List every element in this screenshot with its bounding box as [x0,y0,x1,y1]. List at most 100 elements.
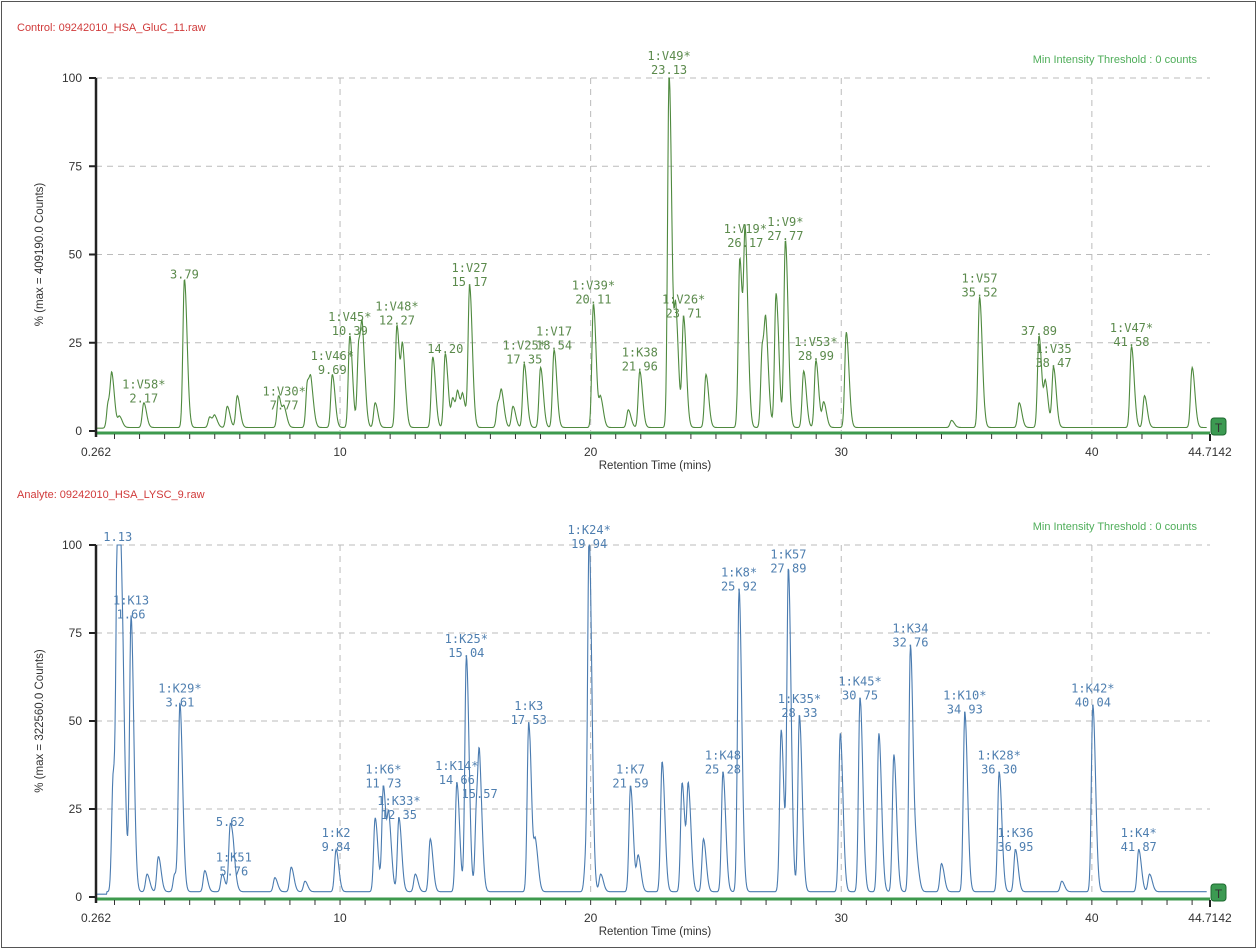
peak-rt-label: 14.66 [439,773,475,787]
chromatogram-trace [96,77,1207,429]
peak-name-label: 1:V9* [767,215,803,229]
x-tick-label: 40 [1085,445,1099,459]
peak-name-label: 1:K33* [377,794,420,808]
peak-annotation: 35.521:V57 [962,271,998,299]
peak-rt-label: 5.76 [219,864,248,878]
peak-annotation: 2.171:V58* [122,377,165,405]
peak-name-label: 1:V57 [962,271,998,285]
peak-annotation: 17.351:V25* [503,338,546,366]
x-tick-label: 30 [835,445,849,459]
x-tick-label: 20 [584,911,598,925]
peak-annotation: 40.041:K42* [1071,681,1114,709]
peak-name-label: 1:V48* [375,300,418,314]
peak-annotation: 15.57 [462,787,498,801]
y-tick-label: 100 [62,71,82,85]
peak-rt-label: 27.77 [767,229,803,243]
peak-rt-label: 40.04 [1075,695,1111,709]
peak-annotation: 25.921:K8* [721,565,757,593]
peak-rt-label: 10.39 [332,324,368,338]
peak-rt-label: 1.13 [103,530,132,544]
peak-name-label: 1:K13 [113,593,149,607]
peak-rt-label: 17.53 [511,713,547,727]
peak-name-label: 1:V53* [794,335,837,349]
peak-rt-label: 21.59 [612,776,648,790]
peak-rt-label: 12.35 [381,808,417,822]
y-axis-title: % (max = 322560.0 Counts) [34,649,46,793]
peak-rt-label: 7.77 [270,398,299,412]
analyte-chart: Analyte: 09242010_HSA_LYSC_9.raw Min Inte… [17,489,1232,938]
peak-annotation: 36.301:K28* [977,748,1020,776]
peak-name-label: 1:V30* [262,384,305,398]
y-tick-label: 100 [62,538,82,552]
peak-annotation: 1.661:K13 [113,593,149,621]
peak-rt-label: 28.33 [781,706,817,720]
peak-annotation: 27.771:V9* [767,215,803,243]
peak-name-label: 1:K45* [838,674,881,688]
peak-annotation: 10.391:V45* [328,310,371,338]
x-tick-label: 40 [1085,911,1099,925]
x-tick-label: 0.262 [81,445,111,459]
x-tick-label: 0.262 [81,911,111,925]
peak-annotation: 15.171:V27 [452,261,488,289]
peak-annotation: 19.941:K24* [567,523,610,551]
peak-rt-label: 3.61 [165,695,194,709]
x-tick-label: 10 [333,911,347,925]
peak-rt-label: 21.96 [622,360,658,374]
peak-name-label: 1:V46* [311,349,354,363]
peak-rt-label: 11.73 [365,776,401,790]
peak-name-label: 1:V19* [724,222,767,236]
peak-rt-label: 9.84 [322,840,351,854]
peak-name-label: 1:K34 [892,622,928,636]
y-tick-label: 75 [69,626,83,640]
peak-name-label: 1:K28* [977,748,1020,762]
peak-rt-label: 41.58 [1113,335,1149,349]
peak-name-label: 1:V47* [1110,321,1153,335]
peak-name-label: 1:K10* [943,688,986,702]
peak-annotation: 18.541:V17 [536,324,572,352]
peak-rt-label: 2.17 [129,391,158,405]
trace-end-marker-icon [1210,417,1227,436]
peak-annotation: 23.711:V26* [662,293,705,321]
peak-name-label: 1:K35* [778,692,821,706]
x-tick-label: 10 [333,445,347,459]
peak-name-label: 1:K8* [721,565,757,579]
peak-annotation: 9.841:K2 [322,826,351,854]
peak-rt-label: 20.11 [575,292,611,306]
y-tick-label: 25 [69,336,83,350]
peak-name-label: 1:K29* [158,681,201,695]
trace-end-marker-icon [1210,883,1227,902]
peak-annotation: 17.531:K3 [511,699,547,727]
x-tick-label: 44.7142 [1188,445,1232,459]
peak-name-label: 1:K57 [770,548,806,562]
peak-annotation: 20.111:V39* [572,278,615,306]
control-chart: Control: 09242010_HSA_GluC_11.raw Min Int… [17,22,1232,472]
peak-rt-label: 38.47 [1035,356,1071,370]
y-tick-label: 0 [75,424,82,438]
peak-rt-label: 14.20 [427,342,463,356]
peak-rt-label: 37.89 [1021,324,1057,338]
peak-rt-label: 15.57 [462,787,498,801]
y-tick-label: 50 [69,248,83,262]
peak-name-label: 1:V27 [452,261,488,275]
peak-annotation: 9.691:V46* [311,349,354,377]
peak-rt-label: 41.87 [1121,840,1157,854]
peak-name-label: 1:V26* [662,293,705,307]
peak-rt-label: 30.75 [842,688,878,702]
peak-annotation: 12.351:K33* [377,794,420,822]
peak-name-label: 1:K51 [216,850,252,864]
x-axis-title: Retention Time (mins) [599,926,712,938]
peak-name-label: 1:K38 [622,346,658,360]
peak-annotation: 3.79 [170,268,199,282]
peak-rt-label: 23.71 [666,307,702,321]
peak-annotation: 1.13 [103,530,132,544]
peak-annotation: 11.731:K6* [365,762,401,790]
peak-rt-label: 27.89 [770,562,806,576]
x-tick-label: 44.7142 [1188,911,1232,925]
peak-annotation: 5.62 [216,815,245,829]
peak-annotation: 15.041:K25* [445,632,488,660]
peak-name-label: 1:K14* [435,759,478,773]
peak-rt-label: 35.52 [962,285,998,299]
peak-annotation: 3.611:K29* [158,681,201,709]
